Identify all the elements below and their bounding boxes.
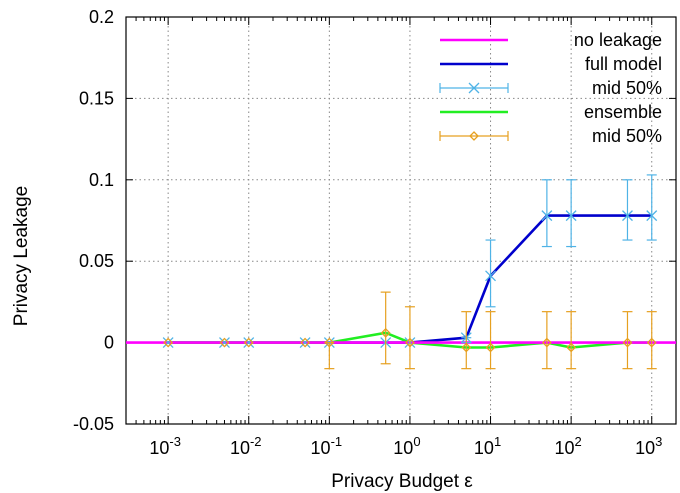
- x-tick-label: 100: [393, 434, 420, 458]
- x-marker: [565, 210, 577, 222]
- diamond-marker: [380, 327, 391, 338]
- x-marker: [622, 210, 633, 222]
- x-marker: [646, 210, 658, 222]
- legend-entry: full model: [440, 54, 662, 74]
- x-tick-label: 10-3: [149, 434, 181, 458]
- legend-entry: mid 50%: [439, 78, 662, 98]
- series-2-mid-50: [162, 174, 658, 349]
- diamond-marker: [469, 131, 479, 141]
- diamond-marker: [219, 337, 230, 348]
- y-tick-label: -0.05: [73, 414, 114, 434]
- y-tick-label: 0.05: [79, 251, 114, 271]
- y-tick-label: 0.1: [89, 170, 114, 190]
- y-axis-label: Privacy Leakage: [11, 186, 32, 326]
- legend: no leakage full model mid 50% ensemble mid 5…: [439, 30, 662, 146]
- diamond-marker: [405, 337, 415, 348]
- x-marker: [243, 337, 255, 349]
- x-tick-label: 103: [635, 434, 662, 458]
- x-marker: [485, 270, 496, 282]
- diamond-marker: [163, 337, 174, 348]
- legend-label: full model: [585, 54, 662, 74]
- x-tick-label: 10-1: [311, 434, 343, 458]
- diamond-marker: [646, 337, 657, 348]
- diamond-marker: [324, 337, 335, 348]
- x-marker: [468, 82, 480, 94]
- diamond-marker: [243, 337, 254, 348]
- y-tick-label: 0.2: [89, 7, 114, 27]
- x-axis-label: Privacy Budget ε: [331, 471, 473, 492]
- axis-ticks: -0.05 0 0.05 0.1 0.15 0.2 10-3 10-2 10-1 100 101 10…: [73, 7, 676, 458]
- x-marker: [219, 337, 230, 349]
- plot-frame: [125, 16, 677, 425]
- diamond-marker: [300, 337, 310, 348]
- legend-entry: ensemble: [440, 102, 662, 122]
- x-marker: [299, 337, 311, 349]
- diamond-marker: [461, 342, 472, 353]
- legend-entry: mid 50%: [439, 126, 662, 146]
- diamond-marker: [541, 337, 552, 348]
- legend-entry: no leakage: [440, 30, 662, 50]
- legend-label: mid 50%: [592, 126, 662, 146]
- x-marker: [541, 210, 553, 222]
- series-layer: [126, 174, 676, 370]
- legend-label: mid 50%: [592, 78, 662, 98]
- diamond-marker: [622, 337, 633, 348]
- y-tick-label: 0.15: [79, 88, 114, 108]
- legend-label: no leakage: [574, 30, 662, 50]
- series-4-mid-50: [163, 291, 657, 370]
- diamond-marker: [566, 342, 577, 353]
- y-tick-label: 0: [104, 333, 114, 353]
- plot-border: [125, 16, 677, 425]
- x-tick-label: 101: [474, 434, 501, 458]
- legend-label: ensemble: [584, 102, 662, 122]
- x-tick-label: 10-2: [230, 434, 262, 458]
- x-marker: [162, 337, 174, 349]
- diamond-marker: [485, 342, 496, 353]
- x-tick-label: 102: [555, 434, 582, 458]
